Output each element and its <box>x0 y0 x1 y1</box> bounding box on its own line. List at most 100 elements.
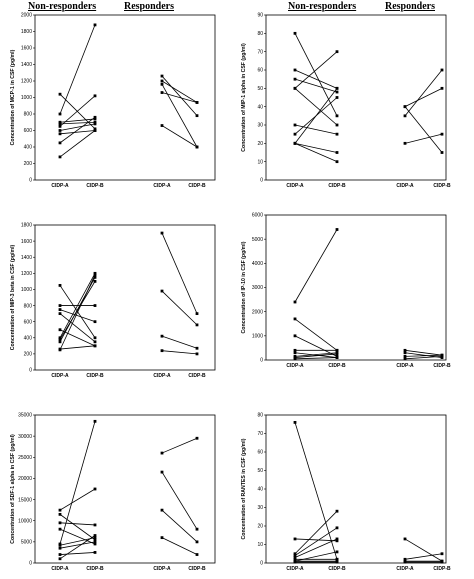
data-point <box>93 279 97 283</box>
data-point <box>160 349 164 353</box>
data-point <box>335 50 339 54</box>
y-tick-label: 40 <box>257 104 263 110</box>
y-tick-label: 25000 <box>18 455 32 461</box>
data-point <box>93 551 97 554</box>
y-tick-label: 5000 <box>21 540 32 546</box>
data-point <box>58 546 62 550</box>
paired-line <box>59 24 96 115</box>
data-point <box>195 312 199 316</box>
chart-panel-2: 0 10 20 30 40 50 60 70 80 90 Concentration of MIP-… <box>241 13 451 189</box>
paired-line <box>404 133 443 144</box>
data-point <box>93 419 97 423</box>
paired-line <box>294 88 338 126</box>
data-point <box>403 114 407 118</box>
paired-line <box>294 88 338 144</box>
y-tick-label: 70 <box>257 431 263 437</box>
data-point <box>58 141 62 145</box>
y-tick-label: 20 <box>257 524 263 530</box>
data-point <box>93 536 97 540</box>
data-point <box>58 312 62 316</box>
y-axis-label: Concentration of MIP-1 alpha in CSF (pg/… <box>241 43 247 152</box>
data-point <box>160 74 164 78</box>
data-point <box>293 68 297 72</box>
y-tick-label: 400 <box>24 145 33 151</box>
data-point <box>293 348 297 352</box>
data-point <box>293 557 297 561</box>
paired-line <box>59 130 96 135</box>
data-point <box>195 346 199 350</box>
header-non-responders-right: Non-responders <box>288 1 356 12</box>
x-category-label: CIDP-B <box>328 566 346 572</box>
data-point <box>335 539 339 543</box>
paired-line <box>59 130 96 158</box>
data-point <box>335 557 339 561</box>
y-tick-label: 20 <box>257 141 263 147</box>
data-point <box>93 523 97 527</box>
paired-line <box>294 78 338 93</box>
y-tick-label: 0 <box>260 178 263 184</box>
data-point <box>58 512 62 516</box>
y-tick-label: 1800 <box>21 29 32 35</box>
paired-line <box>404 355 443 360</box>
data-point <box>440 552 444 556</box>
paired-line <box>59 329 96 347</box>
data-point <box>93 320 97 324</box>
y-tick-label: 0 <box>29 368 32 374</box>
data-point <box>195 114 199 118</box>
paired-line <box>59 421 96 545</box>
data-point <box>293 77 297 81</box>
y-tick-label: 50 <box>257 86 263 92</box>
data-point <box>293 351 297 355</box>
data-point <box>403 557 407 561</box>
data-point <box>160 231 164 235</box>
data-point <box>93 129 97 132</box>
y-tick-label: 1400 <box>21 62 32 68</box>
plot-frame <box>34 414 216 564</box>
header-non-responders-left: Non-responders <box>28 1 96 12</box>
x-category-label: CIDP-B <box>433 183 451 189</box>
paired-line <box>404 69 443 117</box>
paired-line <box>161 471 198 530</box>
paired-line <box>161 84 198 148</box>
y-tick-label: 90 <box>257 13 263 19</box>
data-point <box>160 289 164 293</box>
data-point <box>195 145 199 149</box>
x-category-label: CIDP-A <box>51 183 69 189</box>
x-category-label: CIDP-A <box>396 566 414 572</box>
paired-line <box>404 354 443 357</box>
y-tick-label: 1000 <box>252 334 263 340</box>
y-tick-label: 10000 <box>18 518 32 524</box>
data-point <box>93 273 97 277</box>
data-point <box>93 275 97 279</box>
y-tick-label: 400 <box>24 335 33 341</box>
data-point <box>293 31 297 35</box>
plot-frame <box>265 214 447 361</box>
data-point <box>58 348 62 352</box>
paired-line <box>161 290 198 326</box>
paired-line <box>294 51 338 89</box>
paired-line <box>294 357 338 360</box>
data-point <box>403 105 407 109</box>
data-point <box>58 129 62 132</box>
paired-line <box>59 116 96 144</box>
y-axis-label: Concentration of IP-10 in CSF (pg/ml) <box>241 241 247 333</box>
header-responders-left: Responders <box>124 1 174 12</box>
data-point <box>93 542 97 546</box>
paired-line <box>294 422 338 560</box>
data-point <box>293 123 297 127</box>
paired-line <box>294 510 338 555</box>
y-tick-label: 2000 <box>21 13 32 19</box>
data-point <box>293 132 297 136</box>
paired-line <box>59 309 96 323</box>
y-tick-label: 1000 <box>21 287 32 293</box>
data-point <box>195 553 199 556</box>
paired-line <box>59 121 96 125</box>
data-point <box>293 86 297 90</box>
data-point <box>58 284 62 287</box>
paired-line <box>59 313 96 343</box>
y-tick-label: 60 <box>257 450 263 456</box>
y-tick-label: 1400 <box>21 255 32 261</box>
data-point <box>58 527 62 531</box>
data-point <box>440 560 444 564</box>
